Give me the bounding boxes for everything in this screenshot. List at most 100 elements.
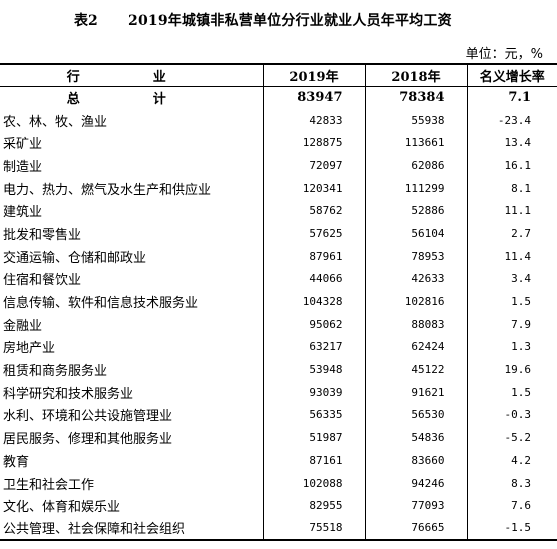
industry-name: 住宿和餐饮业	[0, 267, 264, 291]
total-2019: 83947	[263, 86, 366, 109]
value-2019: 44066	[263, 267, 366, 291]
table-row: 建筑业 58762 52886 11.1	[0, 199, 557, 223]
table-row: 批发和零售业 57625 56104 2.7	[0, 222, 557, 245]
value-2018: 55938	[365, 108, 468, 132]
table-row: 居民服务、修理和其他服务业 51987 54836 -5.2	[0, 426, 557, 449]
growth-rate: -5.2	[504, 431, 532, 445]
industry-name: 农、林、牧、渔业	[0, 108, 264, 132]
value-2018: 56530	[365, 403, 468, 427]
value-2019: 87161	[263, 449, 366, 472]
value-2018: 54836	[365, 426, 468, 449]
table-title-text: 2019年城镇非私营单位分行业就业人员年平均工资	[128, 13, 452, 29]
industry-name: 教育	[0, 449, 264, 472]
header-2018: 2018年	[365, 63, 468, 87]
value-2018: 45122	[365, 358, 468, 381]
value-2018: 78953	[365, 244, 468, 268]
value-2019: 93039	[263, 380, 366, 404]
unit-note: 单位：元，%	[465, 47, 543, 62]
industry-name: 文化、体育和娱乐业	[0, 494, 264, 518]
table-row: 水利、环境和公共设施管理业 56335 56530 -0.3	[0, 403, 557, 427]
growth-rate: -1.5	[467, 517, 557, 541]
growth-rate: 8.3	[511, 476, 531, 490]
value-2019: 57625	[263, 222, 366, 245]
growth-rate: 7.6	[511, 499, 531, 513]
value-2018: 83660	[365, 449, 468, 472]
value-2018: 102816	[365, 290, 468, 313]
value-2018: 62424	[365, 335, 468, 359]
value-2018: 52886	[365, 199, 468, 223]
industry-name: 制造业	[0, 154, 264, 177]
table-title: 表2 2019年城镇非私营单位分行业就业人员年平均工资	[0, 6, 557, 30]
table-row: 租赁和商务服务业 53948 45122 19.6	[0, 358, 557, 381]
value-2019: 87961	[263, 244, 366, 268]
table-row: 制造业 72097 62086 16.1	[0, 154, 557, 177]
growth-rate: 7.9	[511, 317, 531, 331]
industry-name: 公共管理、社会保障和社会组织	[0, 517, 264, 541]
table-row: 农、林、牧、渔业 42833 55938 -23.4	[0, 108, 557, 132]
growth-rate: -23.4	[497, 113, 531, 127]
value-2019: 128875	[263, 131, 366, 155]
value-2018: 111299	[365, 176, 468, 200]
industry-name: 建筑业	[0, 199, 264, 223]
value-2019: 63217	[263, 335, 366, 359]
value-2018: 76665	[365, 517, 468, 541]
total-2018: 78384	[365, 86, 468, 109]
value-2018: 62086	[365, 154, 468, 177]
growth-rate: 11.4	[504, 249, 532, 263]
growth-rate: 13.4	[504, 136, 532, 150]
value-2019: 51987	[263, 426, 366, 449]
growth-rate: 16.1	[504, 158, 532, 172]
table-row: 电力、热力、燃气及水生产和供应业 120341 111299 8.1	[0, 176, 557, 200]
growth-rate: 1.3	[511, 340, 531, 354]
value-2018: 113661	[365, 131, 468, 155]
industry-name: 房地产业	[0, 335, 264, 359]
value-2019: 75518	[263, 517, 366, 541]
industry-name: 金融业	[0, 312, 264, 336]
table-row: 信息传输、软件和信息技术服务业 104328 102816 1.5	[0, 290, 557, 313]
value-2019: 56335	[263, 403, 366, 427]
table-row: 采矿业 128875 113661 13.4	[0, 131, 557, 155]
value-2019: 102088	[263, 471, 366, 495]
table-row: 公共管理、社会保障和社会组织 75518 76665 -1.5	[0, 517, 557, 541]
industry-name: 水利、环境和公共设施管理业	[0, 403, 264, 427]
table-row: 交通运输、仓储和邮政业 87961 78953 11.4	[0, 244, 557, 268]
value-2018: 91621	[365, 380, 468, 404]
industry-name: 批发和零售业	[0, 222, 264, 245]
table-row: 卫生和社会工作 102088 94246 8.3	[0, 471, 557, 495]
table-row: 房地产业 63217 62424 1.3	[0, 335, 557, 359]
industry-name: 信息传输、软件和信息技术服务业	[0, 290, 264, 313]
industry-name: 卫生和社会工作	[0, 471, 264, 495]
value-2018: 56104	[365, 222, 468, 245]
total-row: 总 计 83947 78384 7.1	[0, 86, 557, 109]
growth-rate: 1.5	[511, 295, 531, 309]
industry-name: 科学研究和技术服务业	[0, 380, 264, 404]
growth-rate: 11.1	[504, 204, 532, 218]
value-2018: 88083	[365, 312, 468, 336]
growth-rate: 3.4	[511, 272, 531, 286]
growth-rate: 8.1	[511, 181, 531, 195]
header-row: 行 业 2019年 2018年 名义增长率	[0, 63, 557, 87]
value-2018: 94246	[365, 471, 468, 495]
value-2019: 58762	[263, 199, 366, 223]
growth-rate: -0.3	[504, 408, 532, 422]
industry-name: 采矿业	[0, 131, 264, 155]
table-row: 金融业 95062 88083 7.9	[0, 312, 557, 336]
value-2019: 104328	[263, 290, 366, 313]
table-row: 科学研究和技术服务业 93039 91621 1.5	[0, 380, 557, 404]
value-2018: 77093	[365, 494, 468, 518]
value-2019: 82955	[263, 494, 366, 518]
industry-name: 电力、热力、燃气及水生产和供应业	[0, 176, 264, 200]
table-row: 文化、体育和娱乐业 82955 77093 7.6	[0, 494, 557, 518]
value-2019: 42833	[263, 108, 366, 132]
value-2018: 42633	[365, 267, 468, 291]
value-2019: 72097	[263, 154, 366, 177]
header-2019: 2019年	[263, 63, 366, 87]
growth-rate: 19.6	[504, 363, 532, 377]
wage-table: 行 业 2019年 2018年 名义增长率 总 计 83947 78384 7.…	[0, 63, 557, 541]
industry-name: 居民服务、修理和其他服务业	[0, 426, 264, 449]
value-2019: 53948	[263, 358, 366, 381]
industry-name: 交通运输、仓储和邮政业	[0, 244, 264, 268]
table-number: 表2	[74, 13, 98, 29]
growth-rate: 4.2	[511, 453, 531, 467]
